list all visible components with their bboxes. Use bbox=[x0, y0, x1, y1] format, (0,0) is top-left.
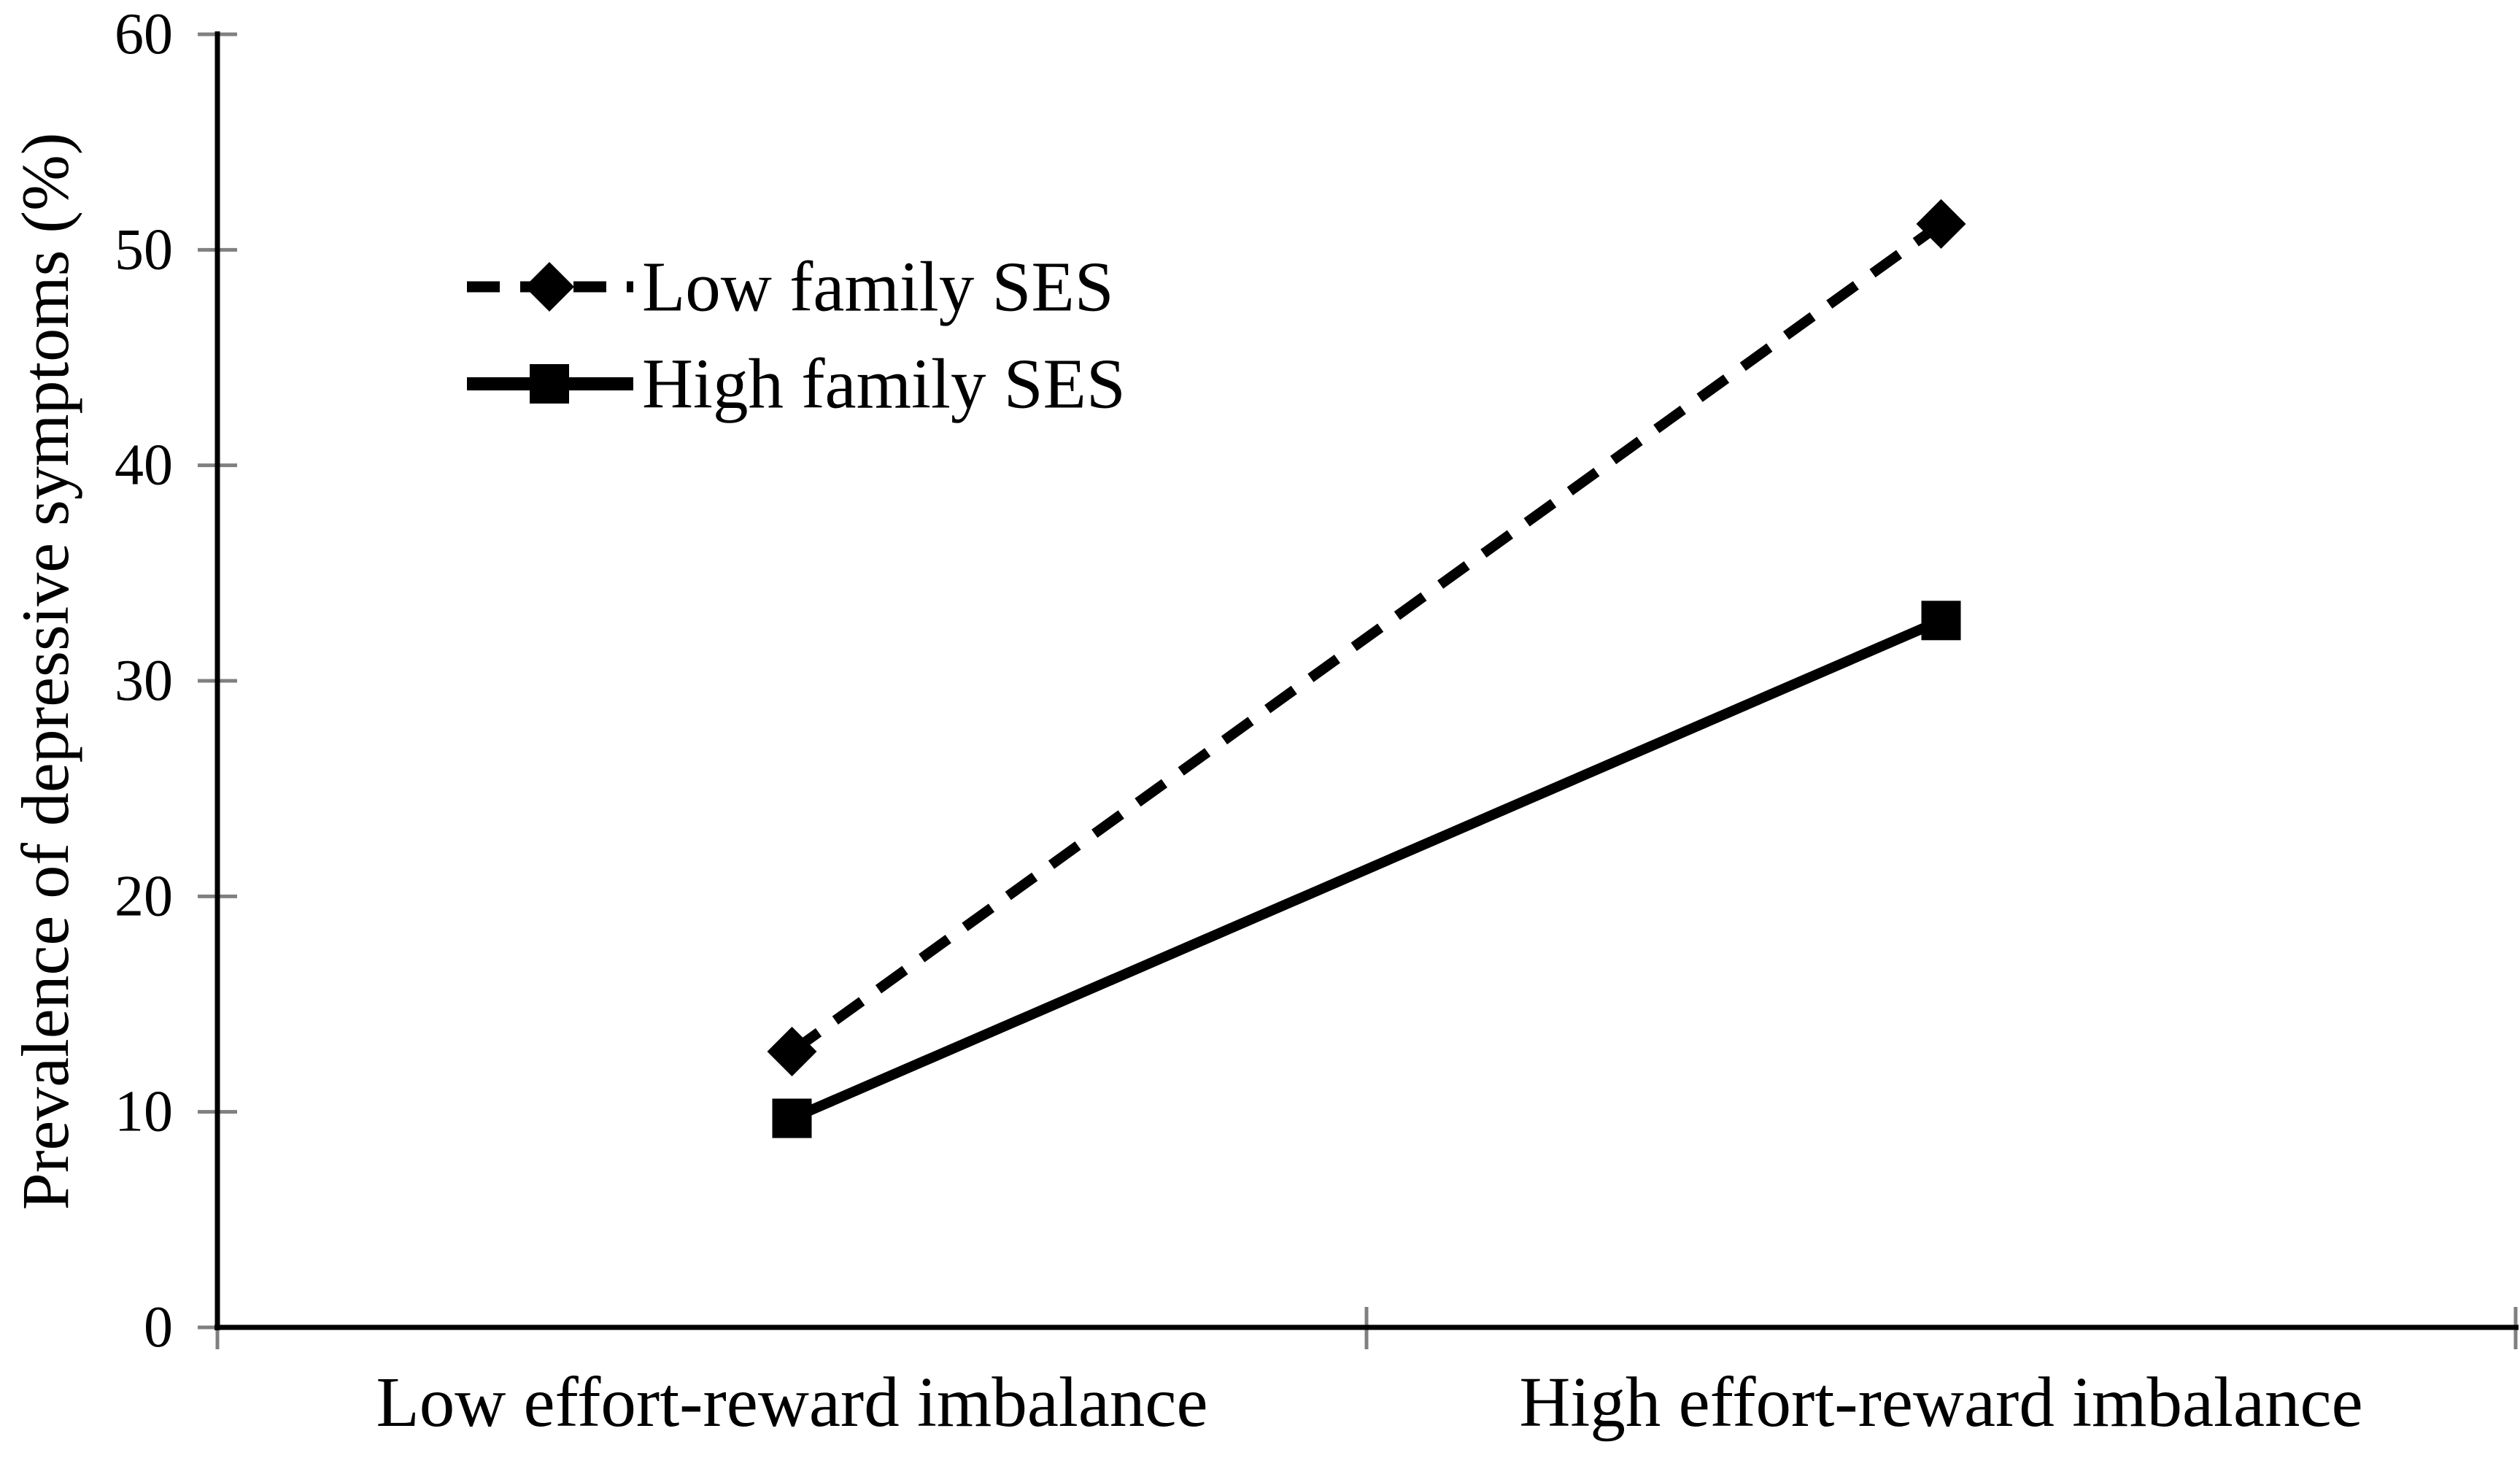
legend-label-0: Low family SES bbox=[642, 248, 1114, 326]
series-0-line bbox=[789, 220, 1944, 1056]
series-1-group bbox=[772, 601, 1961, 1138]
y-axis-title: Prevalence of depressive symptoms (%) bbox=[8, 133, 82, 1211]
legend-label-1: High family SES bbox=[642, 345, 1126, 423]
y-axis-tick-label: 50 bbox=[115, 217, 173, 282]
series-0-group bbox=[767, 198, 1966, 1076]
series-1-marker-0 bbox=[772, 1098, 812, 1138]
legend-marker-0 bbox=[525, 262, 574, 312]
series-0-marker-0 bbox=[767, 1026, 817, 1076]
legend-marker-1 bbox=[530, 364, 569, 404]
y-axis-tick-label: 40 bbox=[115, 433, 173, 498]
legend-item-1: High family SES bbox=[467, 345, 1126, 423]
series-0-marker-1 bbox=[1916, 198, 1966, 249]
y-axis-tick-label: 10 bbox=[115, 1080, 173, 1144]
y-axis-tick-label: 0 bbox=[144, 1295, 173, 1359]
x-category-label-0: Low effort-reward imbalance bbox=[376, 1363, 1207, 1441]
legend-item-0: Low family SES bbox=[467, 248, 1114, 326]
x-category-label-1: High effort-reward imbalance bbox=[1519, 1363, 2362, 1441]
series-1-line bbox=[789, 615, 1944, 1123]
y-axis-tick-label: 60 bbox=[115, 2, 173, 66]
y-axis-tick-label: 30 bbox=[115, 649, 173, 713]
y-axis-tick-label: 20 bbox=[115, 864, 173, 928]
series-1-marker-1 bbox=[1921, 601, 1961, 641]
